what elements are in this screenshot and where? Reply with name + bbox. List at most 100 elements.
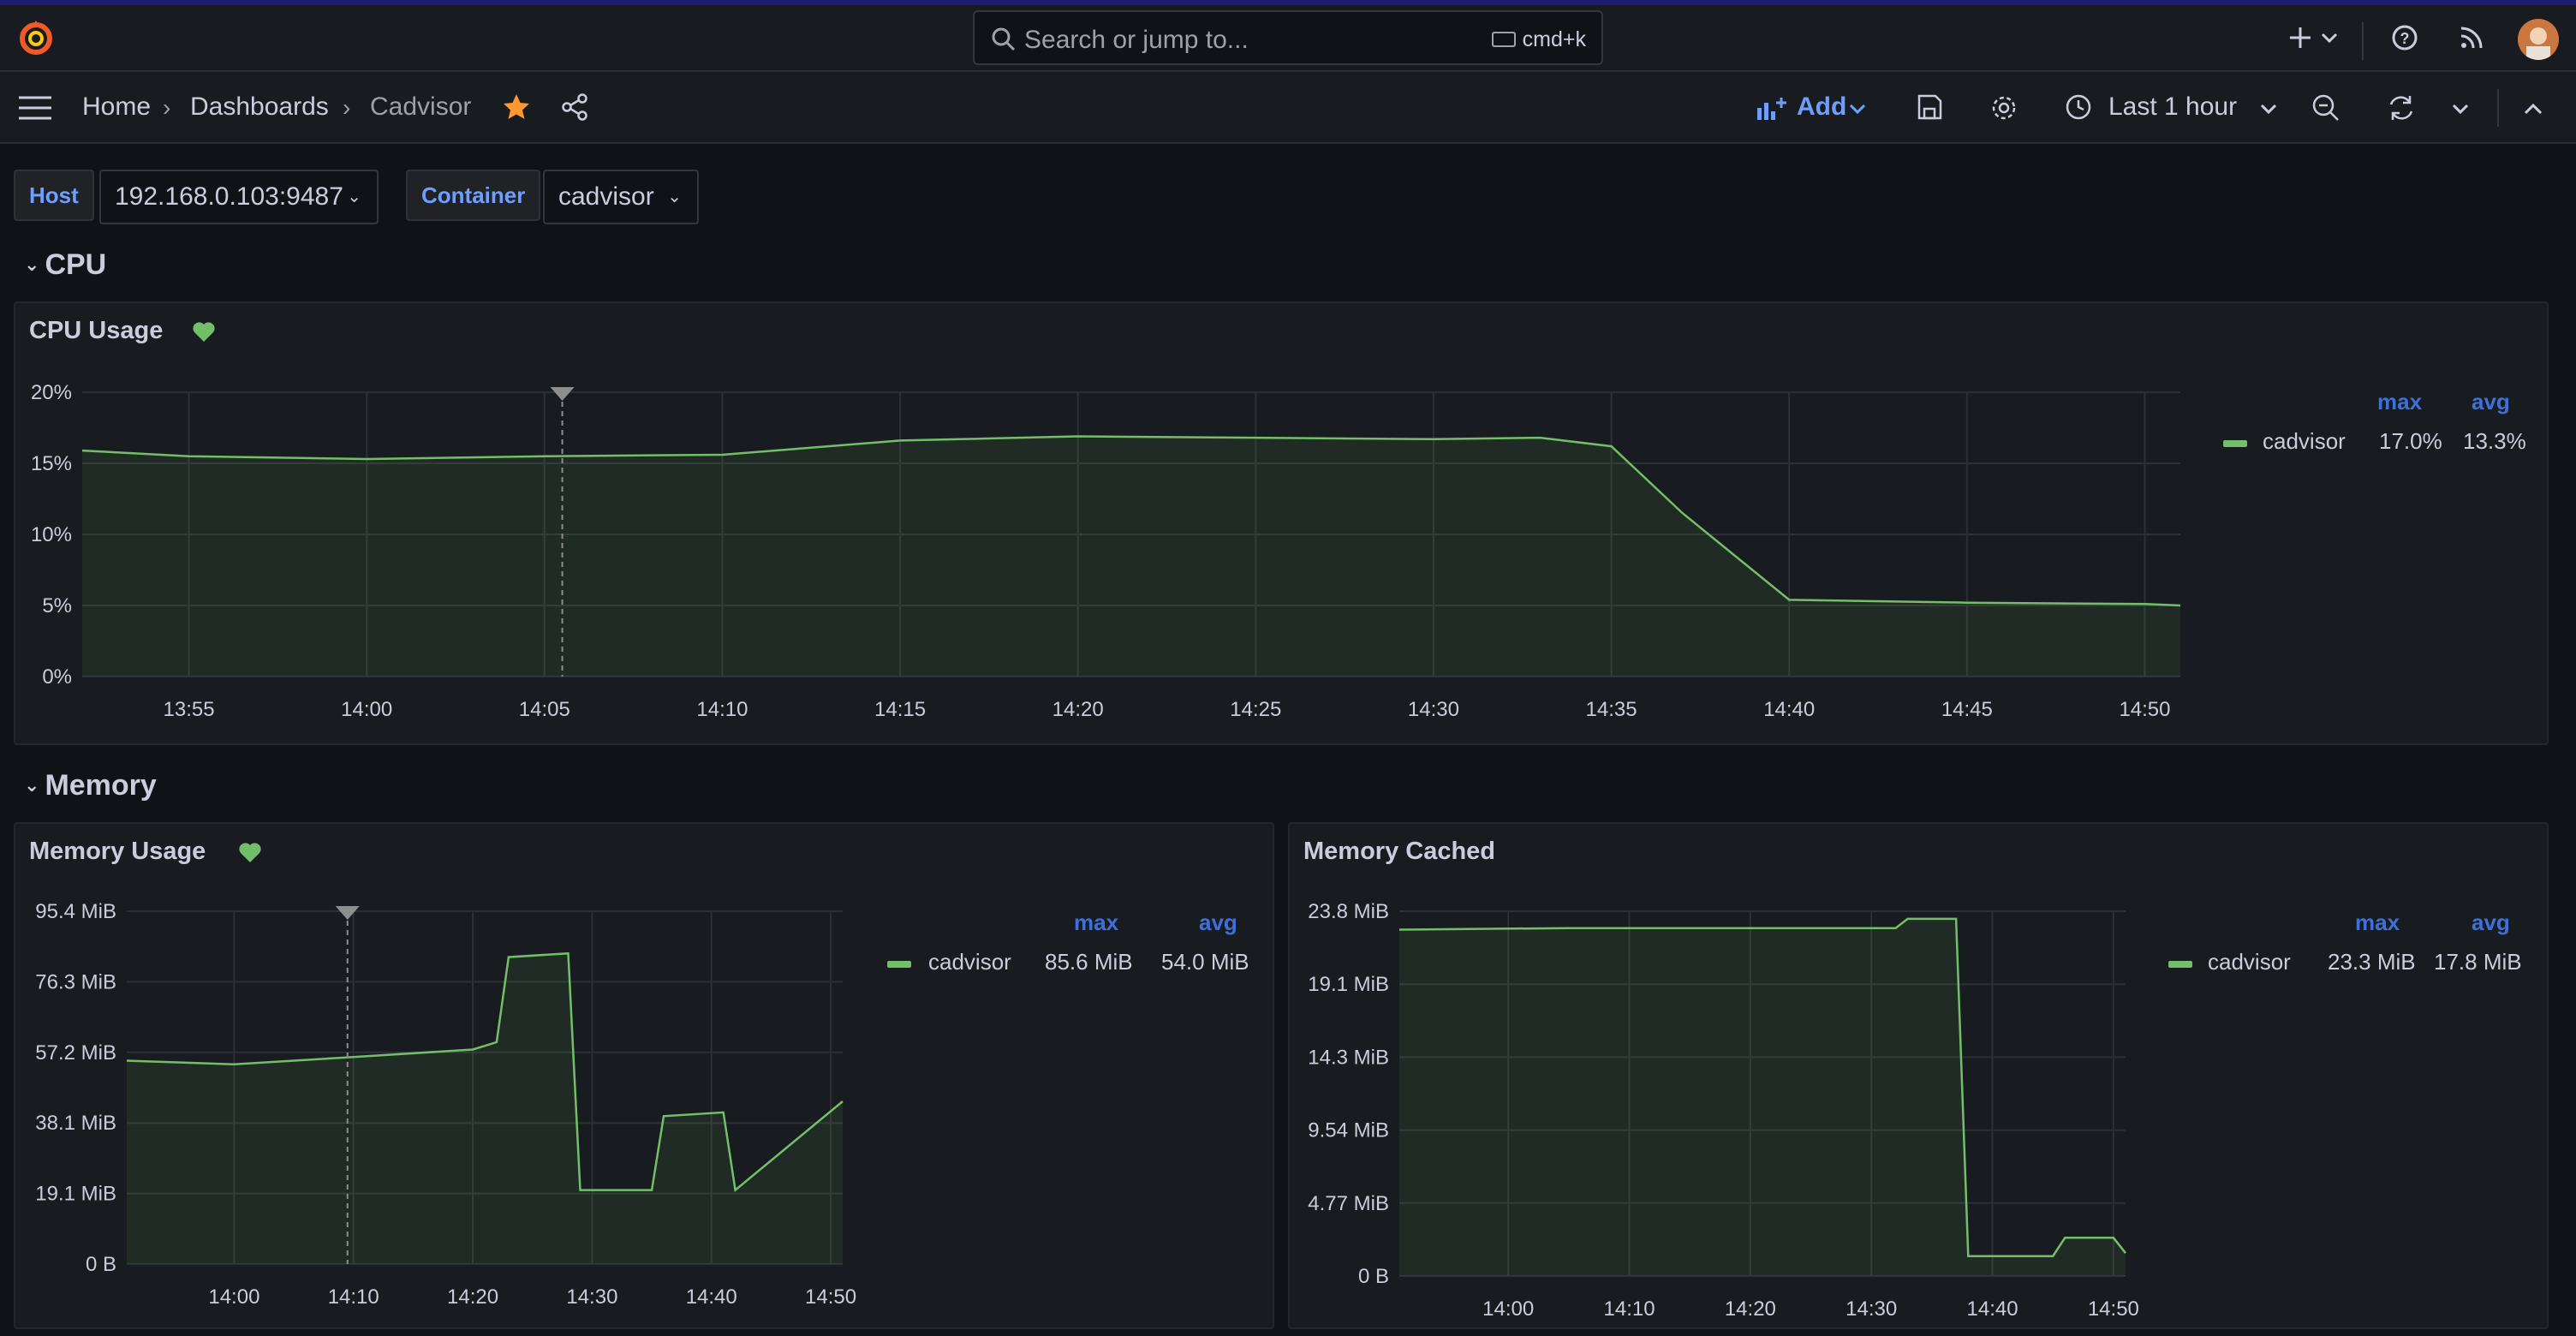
row-title-memory: Memory (45, 769, 157, 802)
refresh-icon[interactable] (2386, 92, 2417, 123)
search-icon (992, 27, 1016, 51)
x-tick-label: 14:45 (1941, 698, 1993, 721)
y-tick-label: 38.1 MiB (35, 1112, 116, 1135)
grafana-logo-icon[interactable] (15, 17, 57, 58)
variable-select-host[interactable]: 192.168.0.103:9487 ⌄ (99, 170, 379, 224)
chevron-up-icon[interactable] (2523, 99, 2543, 118)
legend-series-name[interactable]: cadvisor (2208, 949, 2291, 975)
legend-header-avg[interactable]: avg (1199, 910, 1237, 935)
legend-header-max[interactable]: max (2355, 910, 2400, 935)
legend-max-value: 17.0% (2379, 428, 2442, 454)
chevron-down-icon[interactable] (1848, 99, 1867, 118)
memory-usage-chart[interactable]: 95.4 MiB 76.3 MiB 57.2 MiB 38.1 MiB 19.1 MiB… (15, 824, 1276, 1331)
x-tick-label: 14:50 (2088, 1297, 2139, 1321)
settings-gear-icon[interactable] (1989, 92, 2019, 123)
dashboard-nav-bar: Home › Dashboards › Cadvisor Add Last 1 … (0, 72, 2576, 144)
variable-select-container[interactable]: cadvisor ⌄ (543, 170, 699, 224)
panel-title-memory-usage: Memory Usage (29, 838, 206, 865)
breadcrumb-current: Cadvisor (370, 92, 472, 121)
chevron-down-icon[interactable] (2319, 22, 2340, 53)
y-tick-label: 19.1 MiB (35, 1183, 116, 1206)
row-header-memory[interactable]: ⌄ Memory (24, 769, 157, 802)
save-icon[interactable] (1915, 92, 1944, 122)
x-tick-label: 14:40 (1763, 698, 1815, 721)
annotation-marker (335, 906, 360, 920)
x-tick-label: 14:05 (519, 698, 570, 721)
share-icon[interactable] (560, 92, 589, 122)
legend-header-avg[interactable]: avg (2472, 389, 2510, 415)
legend-header-max[interactable]: max (1074, 910, 1119, 935)
y-tick-label: 5% (42, 594, 72, 617)
variable-label-host: Host (14, 170, 94, 221)
y-tick-label: 20% (31, 381, 72, 404)
menu-icon[interactable] (17, 94, 53, 122)
clock-icon[interactable] (2064, 92, 2093, 122)
x-tick-label: 14:30 (566, 1285, 617, 1309)
time-range-picker[interactable]: Last 1 hour (2108, 92, 2238, 121)
y-tick-label: 95.4 MiB (35, 900, 116, 923)
add-button[interactable]: Add (1797, 92, 1847, 121)
chevron-down-icon: ⌄ (24, 774, 40, 796)
keyboard-icon (1491, 32, 1516, 47)
x-tick-label: 13:55 (164, 698, 215, 721)
breadcrumb-separator: › (343, 94, 351, 121)
divider (2497, 89, 2499, 127)
legend-max-value: 23.3 MiB (2328, 949, 2416, 975)
legend-header-avg[interactable]: avg (2472, 910, 2510, 935)
add-panel-icon[interactable] (1756, 96, 1786, 122)
search-shortcut-label: cmd+k (1522, 27, 1586, 51)
plus-icon[interactable] (2285, 22, 2316, 53)
star-icon[interactable] (502, 92, 531, 122)
x-tick-label: 14:20 (1052, 698, 1104, 721)
y-tick-label: 23.8 MiB (1308, 900, 1389, 923)
x-tick-label: 14:10 (696, 698, 748, 721)
row-header-cpu[interactable]: ⌄ CPU (24, 248, 106, 282)
legend-series-name[interactable]: cadvisor (2263, 428, 2346, 454)
series-line (126, 951, 844, 1192)
x-tick-label: 14:20 (1725, 1297, 1776, 1321)
legend-series-color (887, 961, 911, 968)
legend-header-max[interactable]: max (2377, 389, 2423, 415)
x-tick-label: 14:40 (686, 1285, 737, 1309)
cpu-usage-chart[interactable]: 20% 15% 10% 5% 0% 13:55 14:00 14:05 14:10 14:15 14… (15, 303, 2550, 747)
x-tick-label: 14:20 (447, 1285, 498, 1309)
search-bar[interactable]: Search or jump to... cmd+k (973, 10, 1603, 65)
x-tick-label: 14:30 (1846, 1297, 1897, 1321)
x-tick-label: 14:10 (1604, 1297, 1655, 1321)
y-tick-label: 19.1 MiB (1308, 973, 1389, 996)
avatar-image (2518, 19, 2559, 60)
series-area (1399, 918, 2126, 1276)
annotation-marker (550, 387, 575, 401)
y-tick-label: 76.3 MiB (35, 970, 116, 993)
chevron-down-icon: ⌄ (667, 188, 682, 206)
panel-title-cpu-usage: CPU Usage (29, 317, 164, 344)
breadcrumb-dashboards[interactable]: Dashboards (190, 92, 329, 121)
search-placeholder: Search or jump to... (1024, 26, 1249, 54)
panel-title-memory-cached: Memory Cached (1303, 838, 1496, 865)
y-tick-label: 9.54 MiB (1308, 1119, 1389, 1142)
news-rss-icon[interactable] (2456, 22, 2487, 53)
legend-avg-value: 17.8 MiB (2434, 949, 2522, 975)
x-tick-label: 14:25 (1230, 698, 1281, 721)
y-tick-label: 10% (31, 523, 72, 546)
x-tick-label: 14:00 (341, 698, 392, 721)
x-tick-label: 14:50 (2119, 698, 2170, 721)
breadcrumb-separator: › (163, 94, 171, 121)
panel-memory-usage[interactable]: Memory Usage 95.4 MiB 76.3 MiB 57.2 MiB 38.… (14, 822, 1274, 1329)
chevron-down-icon: ⌄ (24, 253, 40, 275)
panel-cpu-usage[interactable]: CPU Usage 20% 15% 10% 5% 0% 13:55 14:00 14:05 14… (14, 301, 2549, 745)
breadcrumb-home[interactable]: Home (82, 92, 152, 121)
user-avatar[interactable] (2518, 19, 2559, 60)
help-icon[interactable]: ? (2389, 22, 2420, 53)
legend-series-name[interactable]: cadvisor (928, 949, 1011, 975)
chevron-down-icon[interactable] (2451, 99, 2470, 118)
y-tick-label: 4.77 MiB (1308, 1192, 1389, 1215)
chevron-down-icon[interactable] (2259, 99, 2278, 118)
zoom-out-icon[interactable] (2311, 92, 2341, 123)
x-tick-label: 14:40 (1967, 1297, 2018, 1321)
x-tick-label: 14:10 (328, 1285, 379, 1309)
memory-cached-chart[interactable]: 23.8 MiB 19.1 MiB 14.3 MiB 9.54 MiB 4.77 MiB… (1290, 824, 2550, 1331)
panel-memory-cached[interactable]: Memory Cached 23.8 MiB 19.1 MiB 14.3 MiB 9.… (1288, 822, 2549, 1329)
legend-avg-value: 54.0 MiB (1161, 949, 1249, 975)
x-tick-label: 14:00 (1482, 1297, 1534, 1321)
